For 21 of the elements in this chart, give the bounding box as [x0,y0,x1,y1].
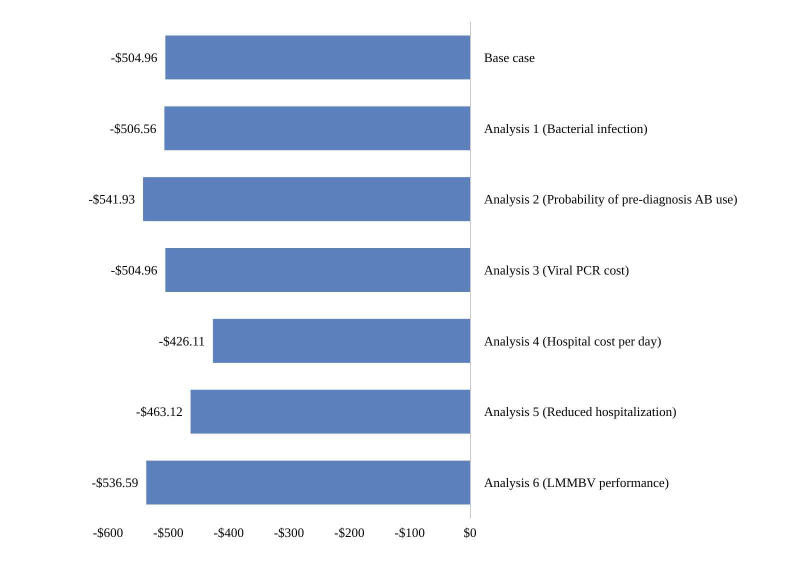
data-label: -$504.96 [110,50,158,65]
x-tick-label: -$400 [213,525,244,540]
data-label: -$463.12 [136,404,183,420]
data-label: -$536.59 [92,475,138,490]
x-tick-label: -$300 [274,525,304,540]
x-tick-label: -$600 [92,525,124,540]
y-tick-label: Analysis 1 (Bacterial infection) [484,120,648,136]
data-label: -$504.96 [110,262,158,278]
y-tick-label: Analysis 5 (Reduced hospitalization) [484,404,676,420]
x-tick-label: -$500 [153,525,184,540]
data-label: -$541.93 [88,192,136,207]
data-label: -$506.56 [110,120,157,136]
y-tick-label: Analysis 3 (Viral PCR cost) [484,262,630,278]
x-tick-label: $0 [464,525,476,540]
y-tick-label: Analysis 6 (LMMBV performance) [484,475,669,490]
y-tick-label: Analysis 2 (Probability of pre-diagnosis AB use) [484,192,738,207]
data-label: -$426.11 [158,333,205,348]
x-tick-label: -$100 [394,525,425,540]
y-tick-label: Base case [484,50,536,65]
y-tick-label: Analysis 4 (Hospital cost per day) [484,333,662,348]
x-tick-label: -$200 [334,525,365,540]
